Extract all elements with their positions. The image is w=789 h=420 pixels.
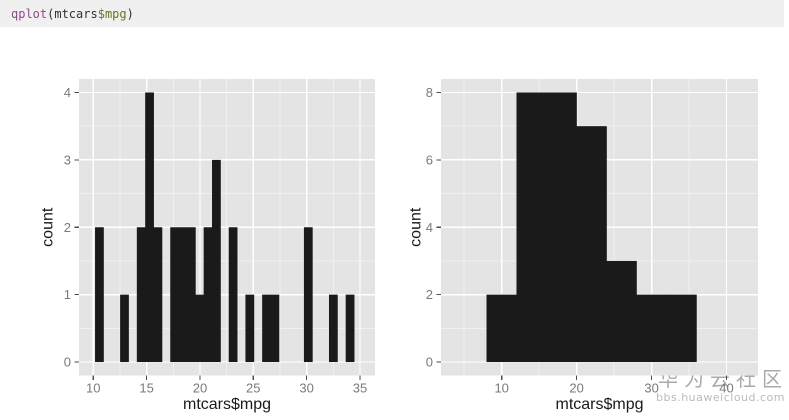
histogram-bar [516,92,547,363]
y-axis-title: count [40,207,57,247]
y-tick-label: 4 [426,220,433,235]
histogram-bar [178,227,188,363]
histogram-bar [212,159,221,363]
histogram-bar [328,294,338,363]
histogram-bar [203,227,213,363]
histogram-bar [262,294,271,363]
histogram-bar [546,92,577,363]
y-tick-label: 3 [64,152,71,167]
histogram-bar [345,294,355,363]
histogram-bar [145,92,154,363]
y-axis-title: count [408,207,425,247]
y-tick-label: 2 [64,220,71,235]
histogram-chart: 10 15 20 25 30 35 0 1 2 3 4 mtcars$mpg count [40,79,375,413]
x-axis-title: mtcars$mpg [555,396,643,413]
x-tick-label: 20 [569,381,583,396]
y-tick-label: 2 [426,287,433,302]
code-token-variable: mtcars [54,6,98,21]
x-tick-label: 25 [246,381,260,396]
code-snippet-bar: qplot(mtcars$mpg) [0,0,784,27]
code-token-paren-close: ) [126,6,134,21]
histogram-bar [666,294,697,363]
histogram-bar [636,294,667,363]
code-token-paren-open: ( [47,6,55,21]
x-tick-label: 35 [353,381,367,396]
x-tick-label: 20 [193,381,207,396]
watermark-url: bbs.huaweicloud.com [656,391,785,404]
histogram-bar [170,227,180,363]
x-tick-label: 10 [494,381,508,396]
x-tick-label: 30 [299,381,313,396]
histogram-bar [576,126,607,363]
histogram-bar [153,227,163,363]
x-axis-title: mtcars$mpg [183,396,271,413]
code-token-function: qplot [11,6,48,21]
histogram-bar [95,227,104,363]
histogram-bar [486,294,517,363]
histogram-bar [606,260,637,363]
y-tick-label: 0 [64,355,71,370]
x-tick-label: 40 [719,381,733,396]
histogram-bar [270,294,280,363]
histogram-bar [136,227,146,363]
x-tick-label: 15 [139,381,153,396]
y-tick-label: 6 [426,152,433,167]
histogram-bar [245,294,255,363]
y-tick-label: 0 [426,355,433,370]
histogram-bar [120,294,129,363]
y-tick-label: 4 [64,85,71,100]
histogram-bar [228,227,238,363]
x-tick-label: 30 [644,381,658,396]
y-tick-label: 1 [64,287,71,302]
histogram-bar [303,227,313,363]
histogram-bar [186,227,196,363]
histogram-chart: 10 20 30 40 0 2 4 6 8 mtcars$mpg count [408,79,758,413]
y-tick-label: 8 [426,85,433,100]
code-token-column: $mpg [97,6,127,21]
histogram-bar [195,294,205,363]
x-tick-label: 10 [86,381,100,396]
code-snippet: qplot(mtcars$mpg) [0,8,134,20]
